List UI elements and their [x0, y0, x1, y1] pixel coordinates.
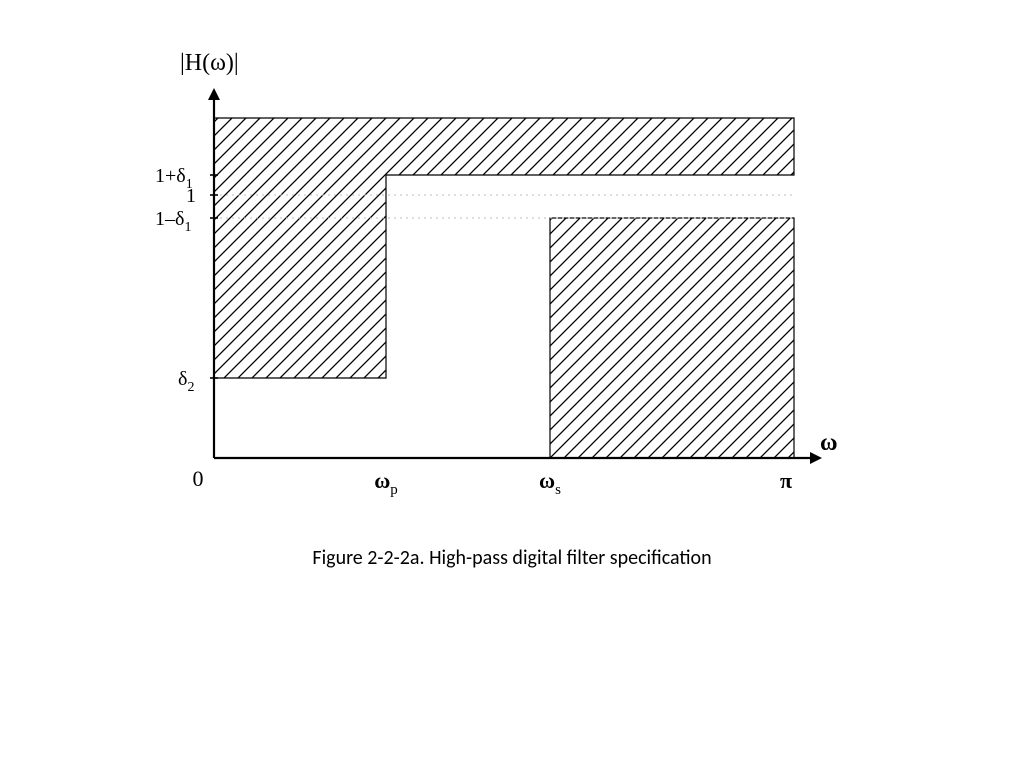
origin-label: 0 [193, 466, 204, 491]
xtick-pi: π [780, 468, 792, 493]
forbidden-region-lower [550, 218, 794, 458]
ytick-1: 1 [186, 185, 196, 207]
xtick-wp: ωp [374, 468, 398, 498]
y-axis-label: |H(ω)| [180, 50, 239, 76]
y-axis-arrow [208, 88, 220, 100]
filter-spec-svg: |H(ω)|ω01+δ111–δ1δ2ωpωsπ [0, 0, 1024, 768]
x-axis-label: ω [820, 430, 838, 456]
figure-container: { "figure": { "type": "filter-spec-diagr… [0, 0, 1024, 768]
xtick-ws: ωs [539, 468, 561, 498]
ytick-delta2: δ2 [178, 368, 194, 395]
figure-caption: Figure 2-2-2a. High-pass digital filter … [0, 546, 1024, 570]
ytick-1-minus-d1: 1–δ1 [155, 208, 191, 235]
